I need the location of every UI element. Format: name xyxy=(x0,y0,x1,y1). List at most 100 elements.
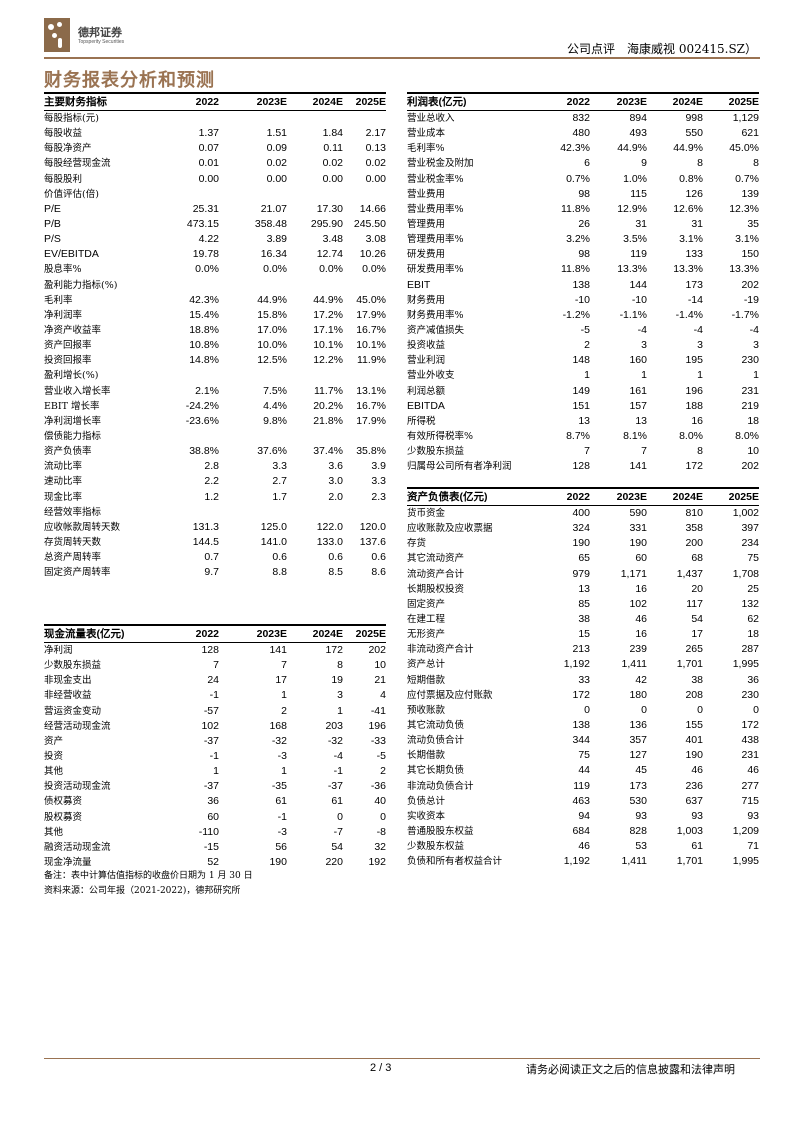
cell-value: 10.1% xyxy=(313,339,343,352)
cell-value: 357 xyxy=(629,734,647,747)
cell-value: 37.4% xyxy=(313,445,343,458)
cell-value: -32 xyxy=(327,734,343,747)
cell-value: 11.8% xyxy=(561,202,590,215)
row-label: 营业利润 xyxy=(407,355,446,367)
cell-value: 287 xyxy=(741,643,759,656)
cell-value: 3.48 xyxy=(322,233,343,246)
table-row: 经营活动现金流 102 168 203 196 xyxy=(44,719,386,734)
cell-value: 1 xyxy=(213,765,219,778)
cell-value: 0 xyxy=(337,810,343,823)
table-row: 速动比率 2.2 2.7 3.0 3.3 xyxy=(44,474,386,489)
cell-value xyxy=(174,111,219,127)
row-label: 在建工程 xyxy=(407,614,446,626)
cell-value: 40 xyxy=(374,795,386,808)
cell-value: 13 xyxy=(578,582,590,595)
cell-value: 10.26 xyxy=(359,248,386,261)
cell-value: 33 xyxy=(578,673,590,686)
row-label: 其它流动资产 xyxy=(407,553,465,565)
table-row: 应收账款及应收票据 324 331 358 397 xyxy=(407,521,759,536)
cell-value: 62 xyxy=(747,613,759,626)
cell-value: 231 xyxy=(741,749,759,762)
table-row: 非流动资产合计 213 239 265 287 xyxy=(407,642,759,657)
cell-value xyxy=(287,187,343,202)
row-label: 流动比率 xyxy=(44,461,83,473)
cell-value: 98 xyxy=(578,248,590,261)
row-label: 营业税金率% xyxy=(407,173,464,185)
row-label: P/E xyxy=(44,202,61,215)
cell-value xyxy=(287,111,343,127)
table-row: 固定资产周转率 9.7 8.8 8.5 8.6 xyxy=(44,565,386,580)
cell-value: -33 xyxy=(370,734,386,747)
cell-value: 21.8% xyxy=(313,414,343,427)
cell-value: -19 xyxy=(743,293,759,306)
cell-value: 1 xyxy=(641,369,647,382)
cell-value: -1.2% xyxy=(562,308,590,321)
row-label: 每股收益 xyxy=(44,128,83,140)
cell-value: 102 xyxy=(201,719,219,732)
cell-value: 2 xyxy=(281,704,287,717)
cell-value xyxy=(174,278,219,293)
cell-value: -36 xyxy=(370,780,386,793)
row-label: 存货周转天数 xyxy=(44,537,102,548)
cell-value: 144 xyxy=(629,278,647,291)
cell-value: 71 xyxy=(747,840,759,853)
cell-value: 133 xyxy=(685,248,703,261)
cell-value: 141.0 xyxy=(260,536,287,548)
cell-value: 2.8 xyxy=(204,460,219,473)
cell-value xyxy=(219,505,287,520)
row-label: 应付票据及应付账款 xyxy=(407,689,493,701)
cell-value: 136 xyxy=(629,719,647,732)
column-header: 2024E xyxy=(287,624,343,643)
brand-name-en: Topsperity Securities xyxy=(78,39,125,45)
cell-value: 3.5% xyxy=(623,233,647,246)
cell-value: 54 xyxy=(331,840,343,853)
table-row: 研发费用率% 11.8% 13.3% 13.3% 13.3% xyxy=(407,262,759,277)
cell-value: 2.2 xyxy=(204,475,219,488)
table-row: 每股收益 1.37 1.51 1.84 2.17 xyxy=(44,126,386,141)
table-row: 流动负债合计 344 357 401 438 xyxy=(407,733,759,748)
cell-value: 19 xyxy=(331,674,343,687)
cell-value: 1,411 xyxy=(621,855,648,868)
cell-value: -1 xyxy=(333,765,343,778)
cell-value xyxy=(343,505,386,520)
cell-value: 832 xyxy=(572,112,590,125)
cell-value xyxy=(287,368,343,383)
page-number: 2 / 3 xyxy=(370,1062,392,1074)
cell-value: 8 xyxy=(753,157,759,170)
cell-value xyxy=(219,111,287,127)
table-row: 其他 -110 -3 -7 -8 xyxy=(44,825,386,840)
cell-value: -32 xyxy=(271,734,287,747)
cell-value: 131.3 xyxy=(192,520,219,533)
table-row: 利润总额 149 161 196 231 xyxy=(407,384,759,399)
table-title: 现金流量表(亿元) xyxy=(44,624,174,643)
cell-value: 0 xyxy=(584,703,590,716)
cell-value: 11.8% xyxy=(561,263,590,276)
cell-value: -1.1% xyxy=(619,308,647,321)
cell-value: 2 xyxy=(584,339,590,352)
cell-value: 438 xyxy=(741,734,759,747)
cell-value: 75 xyxy=(747,552,759,565)
table-title: 利润表(亿元) xyxy=(407,92,537,111)
cell-value: 35.8% xyxy=(356,445,386,458)
cell-value: 0.7% xyxy=(735,172,759,185)
cell-value: 14.66 xyxy=(359,202,386,215)
cell-value: 16.7% xyxy=(356,324,386,337)
table-row: 少数股东权益 46 53 61 71 xyxy=(407,839,759,854)
column-header: 2023E xyxy=(219,624,287,643)
cell-value: 637 xyxy=(685,794,703,807)
cell-value: -37 xyxy=(327,780,343,793)
table-row: EBIT 增长率 -24.2% 4.4% 20.2% 16.7% xyxy=(44,399,386,414)
column-header: 2023E xyxy=(219,92,287,111)
table-row: 债权募资 36 61 61 40 xyxy=(44,794,386,809)
cell-value: 979 xyxy=(572,567,590,580)
cell-value: 45.0% xyxy=(356,293,386,306)
row-label: 固定资产周转率 xyxy=(44,567,111,579)
row-label: 资产 xyxy=(44,735,64,747)
row-label: P/S xyxy=(44,233,61,246)
cell-value: 200 xyxy=(685,537,703,550)
table-row: 毛利率% 42.3% 44.9% 44.9% 45.0% xyxy=(407,141,759,156)
cell-value: 38 xyxy=(691,673,703,686)
cell-value: 13 xyxy=(635,414,647,427)
row-label: 少数股东损益 xyxy=(44,660,102,672)
row-label: 普通股股东权益 xyxy=(407,826,474,838)
